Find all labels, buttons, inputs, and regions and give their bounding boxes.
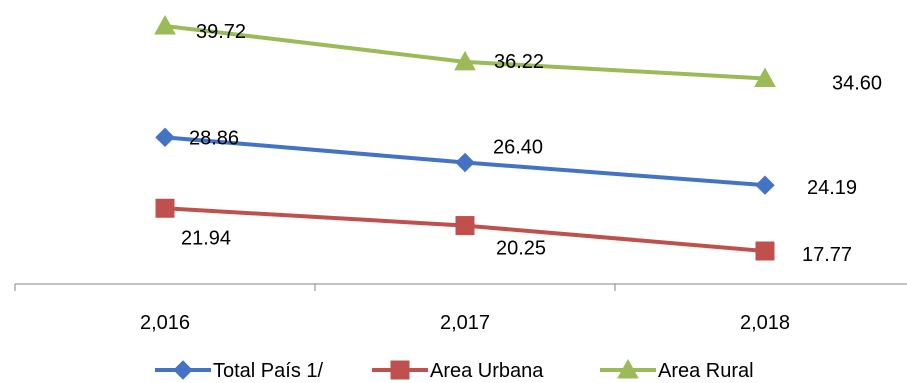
data-label: 28.86	[189, 127, 239, 149]
data-label: 20.25	[496, 238, 546, 260]
x-tick-label: 2,016	[140, 312, 190, 334]
legend-label: Area Rural	[658, 360, 754, 382]
legend-label: Total País 1/	[213, 360, 324, 382]
square-marker	[455, 216, 475, 236]
square-marker	[390, 360, 410, 380]
triangle-marker	[754, 67, 776, 87]
diamond-marker	[455, 152, 475, 173]
series-markers	[154, 14, 776, 261]
square-marker	[155, 198, 175, 218]
data-label: 24.19	[807, 177, 857, 199]
data-label: 26.40	[493, 137, 543, 159]
triangle-marker	[617, 358, 639, 379]
legend-label: Area Urbana	[430, 360, 544, 382]
data-labels: 28.86 26.40 24.19 21.94 20.25 17.77 39.72 36.22…	[181, 21, 882, 266]
triangle-marker	[454, 50, 476, 71]
data-label: 17.77	[802, 244, 852, 266]
x-tick-label: 2,017	[440, 312, 490, 334]
data-label: 36.22	[494, 51, 544, 73]
diamond-marker	[755, 175, 775, 195]
diamond-marker	[173, 360, 193, 380]
x-axis: 2,016 2,017 2,018	[14, 283, 907, 334]
square-marker	[755, 241, 775, 261]
diamond-marker	[155, 127, 175, 148]
triangle-marker	[154, 14, 176, 35]
x-tick-label: 2,018	[740, 312, 790, 334]
data-label: 21.94	[181, 227, 231, 249]
data-label: 39.72	[196, 21, 246, 43]
legend: Total País 1/Area Urbana Area Rural	[155, 358, 754, 382]
data-label: 34.60	[832, 72, 882, 94]
